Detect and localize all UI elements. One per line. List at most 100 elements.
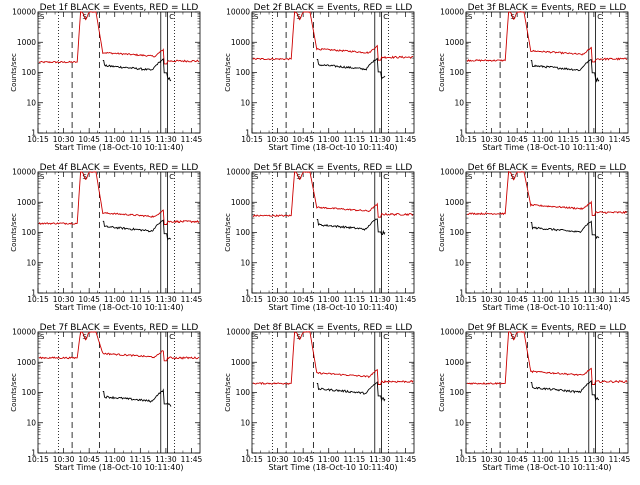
- y-axis-label: Counts/sec: [224, 213, 232, 252]
- y-tick-label: 10: [454, 418, 464, 427]
- x-tick-label: 11:30: [583, 295, 605, 304]
- y-tick-label: 1000: [17, 38, 36, 47]
- x-tick-label: 11:30: [155, 135, 177, 144]
- x-tick-label: 11:15: [130, 455, 152, 464]
- marker-c: C: [383, 333, 388, 341]
- marker-s-left: S: [468, 333, 473, 341]
- events-series-line: [102, 388, 172, 407]
- y-tick-label: 10000: [440, 328, 464, 337]
- y-tick-label: 1: [31, 129, 36, 138]
- x-axis-label: Start Time (18-Oct-10 10:11:40): [54, 143, 183, 152]
- y-tick-label: 1: [459, 289, 464, 298]
- plot-frame: [37, 11, 201, 134]
- y-tick-label: 100: [22, 68, 37, 77]
- x-axis-label: Start Time (18-Oct-10 10:11:40): [482, 143, 611, 152]
- x-tick-label: 11:45: [181, 135, 203, 144]
- panel-title: Det 2f BLACK = Events, RED = LLD: [254, 3, 413, 13]
- y-axis-label: Counts/sec: [438, 213, 446, 252]
- y-tick-label: 1: [459, 449, 464, 458]
- y-tick-label: 10000: [12, 168, 36, 177]
- panel-6: Det 6f BLACK = Events, RED = LLD 1 10 100 10…: [438, 163, 631, 312]
- x-tick-label: 10:45: [78, 135, 100, 144]
- plot-frame: [37, 331, 201, 454]
- x-axis-label: Start Time (18-Oct-10 10:11:40): [54, 463, 183, 472]
- x-tick-label: 11:45: [181, 455, 203, 464]
- y-tick-label: 100: [236, 228, 251, 237]
- x-tick-label: 10:45: [78, 295, 100, 304]
- x-tick-label: 11:45: [609, 455, 631, 464]
- marker-s-left: S: [40, 333, 45, 341]
- y-tick-label: 100: [236, 388, 251, 397]
- lld-series-line: [38, 331, 200, 362]
- marker-s-left: S: [254, 333, 259, 341]
- y-axis-label: Counts/sec: [224, 53, 232, 92]
- panel-title: Det 3f BLACK = Events, RED = LLD: [468, 3, 627, 13]
- x-tick-label: 11:45: [395, 135, 417, 144]
- events-series-line: [530, 220, 600, 240]
- y-tick-label: 10000: [12, 8, 36, 17]
- plot-frame: [465, 331, 629, 454]
- marker-s-left: S: [254, 173, 259, 181]
- y-tick-label: 10000: [226, 168, 250, 177]
- y-tick-label: 10: [454, 98, 464, 107]
- x-tick-label: 10:45: [506, 135, 528, 144]
- y-tick-label: 10000: [226, 328, 250, 337]
- y-tick-label: 1000: [231, 198, 250, 207]
- x-tick-label: 10:15: [27, 455, 49, 464]
- y-tick-label: 1000: [231, 358, 250, 367]
- x-tick-label: 11:15: [344, 295, 366, 304]
- x-tick-label: 11:00: [532, 135, 554, 144]
- x-tick-label: 10:30: [267, 135, 289, 144]
- y-axis-label: Counts/sec: [438, 53, 446, 92]
- y-tick-label: 1000: [17, 358, 36, 367]
- x-tick-label: 11:15: [344, 135, 366, 144]
- events-series-line: [316, 57, 386, 80]
- x-tick-label: 10:30: [267, 295, 289, 304]
- panel-title: Det 4f BLACK = Events, RED = LLD: [40, 163, 199, 173]
- x-tick-label: 11:15: [344, 455, 366, 464]
- y-tick-label: 1: [459, 129, 464, 138]
- panel-title: Det 8f BLACK = Events, RED = LLD: [254, 323, 413, 333]
- y-tick-label: 10: [240, 258, 250, 267]
- y-axis-label: Counts/sec: [10, 213, 18, 252]
- y-tick-label: 1: [245, 129, 250, 138]
- x-tick-label: 11:00: [318, 295, 340, 304]
- panel-8: Det 8f BLACK = Events, RED = LLD 1 10 100 10…: [224, 323, 417, 472]
- x-tick-label: 10:15: [455, 135, 477, 144]
- x-axis-label: Start Time (18-Oct-10 10:11:40): [268, 143, 397, 152]
- y-tick-label: 1: [245, 289, 250, 298]
- y-tick-label: 1: [31, 289, 36, 298]
- panel-3: Det 3f BLACK = Events, RED = LLD 1 10 100 10…: [438, 3, 631, 152]
- panel-2: Det 2f BLACK = Events, RED = LLD 1 10 100 10…: [224, 3, 417, 152]
- lld-series-line: [466, 331, 628, 385]
- x-tick-label: 10:30: [53, 295, 75, 304]
- marker-s-left: S: [40, 13, 45, 21]
- x-tick-label: 10:30: [481, 135, 503, 144]
- x-tick-label: 11:15: [558, 135, 580, 144]
- x-tick-label: 10:30: [481, 295, 503, 304]
- x-tick-label: 11:30: [369, 455, 391, 464]
- plot-frame: [465, 171, 629, 294]
- x-tick-label: 11:45: [395, 455, 417, 464]
- x-tick-label: 11:00: [532, 455, 554, 464]
- y-tick-label: 10: [240, 418, 250, 427]
- marker-c: C: [597, 173, 602, 181]
- events-series-line: [316, 381, 386, 403]
- marker-s-left: S: [468, 13, 473, 21]
- x-axis-label: Start Time (18-Oct-10 10:11:40): [482, 303, 611, 312]
- panel-1: Det 1f BLACK = Events, RED = LLD 1 10 100 10…: [10, 3, 203, 152]
- y-tick-label: 1: [245, 449, 250, 458]
- panel-7: Det 7f BLACK = Events, RED = LLD 1 10 100 10…: [10, 323, 203, 472]
- y-tick-label: 1000: [445, 198, 464, 207]
- y-axis-label: Counts/sec: [10, 373, 18, 412]
- y-tick-label: 100: [450, 388, 465, 397]
- y-tick-label: 1000: [17, 198, 36, 207]
- events-series-line: [102, 58, 172, 82]
- x-tick-label: 10:45: [292, 135, 314, 144]
- panel-title: Det 9f BLACK = Events, RED = LLD: [468, 323, 627, 333]
- plot-frame: [37, 171, 201, 294]
- x-tick-label: 10:30: [267, 455, 289, 464]
- y-tick-label: 100: [236, 68, 251, 77]
- x-tick-label: 11:00: [104, 135, 126, 144]
